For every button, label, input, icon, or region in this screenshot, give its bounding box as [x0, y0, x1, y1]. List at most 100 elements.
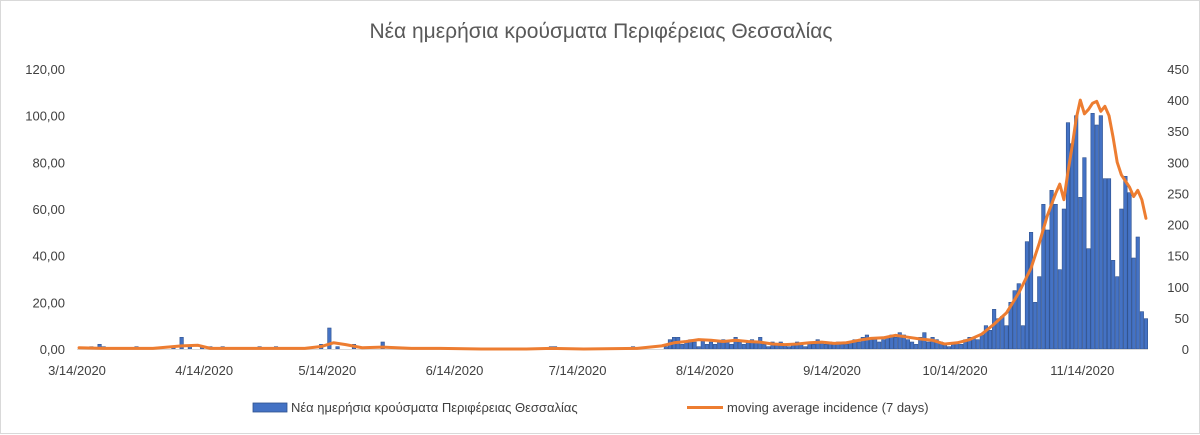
bar — [823, 344, 828, 350]
left-axis-ticks: 0,00 20,00 40,00 60,00 80,00 100,00 120,00 — [25, 62, 65, 357]
bar — [1029, 232, 1034, 350]
bar — [893, 337, 898, 350]
legend-line-label: moving average incidence (7 days) — [727, 400, 929, 415]
bar — [951, 344, 956, 350]
right-tick-label: 400 — [1167, 93, 1189, 108]
moving-average-line — [77, 98, 1148, 351]
bar — [987, 330, 993, 350]
bar — [725, 341, 730, 350]
bar — [1119, 208, 1124, 350]
bar — [713, 344, 718, 350]
bar — [881, 339, 886, 350]
bar — [1139, 311, 1144, 350]
right-tick-label: 150 — [1167, 249, 1189, 264]
bar — [762, 344, 767, 350]
x-axis-ticks: 3/14/2020 4/14/2020 5/14/2020 6/14/2020 7/14… — [48, 363, 1114, 378]
bar — [1123, 176, 1128, 350]
bar — [864, 334, 869, 350]
legend-bar-label: Νέα ημερήσια κρούσματα Περιφέρειας Θεσσα… — [291, 400, 578, 415]
line-layer — [77, 98, 1148, 351]
bar — [975, 339, 980, 350]
bar — [708, 341, 714, 350]
legend: Νέα ημερήσια κρούσματα Περιφέρειας Θεσσα… — [252, 400, 929, 415]
x-tick-label: 10/14/2020 — [923, 363, 988, 378]
bar — [1078, 197, 1083, 350]
right-tick-label: 450 — [1167, 62, 1189, 77]
bar — [717, 341, 722, 350]
x-tick-label: 7/14/2020 — [549, 363, 607, 378]
bar — [1082, 157, 1087, 350]
left-tick-label: 100,00 — [25, 109, 65, 124]
bar — [1024, 241, 1029, 350]
bar — [1131, 257, 1136, 350]
bar — [1045, 229, 1050, 350]
right-tick-label: 350 — [1167, 124, 1189, 139]
left-tick-label: 40,00 — [32, 249, 65, 264]
bar — [840, 344, 845, 350]
bar — [1102, 178, 1107, 350]
bar — [1053, 204, 1058, 350]
x-tick-label: 6/14/2020 — [426, 363, 484, 378]
bar — [704, 344, 709, 350]
bar — [741, 344, 746, 350]
x-tick-label: 4/14/2020 — [175, 363, 233, 378]
right-tick-label: 0 — [1182, 342, 1189, 357]
bar — [803, 346, 808, 350]
bar — [729, 344, 734, 350]
bar — [1074, 115, 1079, 350]
x-tick-label: 3/14/2020 — [48, 363, 106, 378]
bar — [737, 341, 742, 350]
bar — [1115, 276, 1120, 350]
bar — [1033, 302, 1038, 350]
bar — [692, 341, 697, 350]
bar — [877, 341, 882, 350]
bar — [766, 346, 771, 350]
bar — [663, 346, 668, 350]
bar — [1004, 325, 1009, 350]
bar — [1000, 316, 1005, 350]
right-tick-label: 300 — [1167, 155, 1189, 170]
bar — [856, 341, 861, 350]
bar — [786, 346, 791, 350]
right-axis-ticks: 0 50 100 150 200 250 300 350 400 450 — [1167, 62, 1189, 357]
bar — [1090, 113, 1095, 350]
bar — [946, 346, 952, 350]
x-tick-label: 9/14/2020 — [803, 363, 861, 378]
bar — [1106, 178, 1112, 350]
bar — [959, 344, 964, 350]
bar — [905, 339, 910, 350]
bar — [1135, 236, 1140, 350]
bar — [885, 337, 890, 350]
bar — [1111, 260, 1116, 350]
bar — [1057, 269, 1062, 350]
left-tick-label: 0,00 — [40, 342, 65, 357]
x-tick-label: 5/14/2020 — [298, 363, 356, 378]
bar — [1098, 115, 1103, 350]
bar — [914, 344, 919, 350]
bar — [680, 344, 685, 350]
bar — [1070, 143, 1075, 350]
right-tick-label: 200 — [1167, 218, 1189, 233]
left-tick-label: 60,00 — [32, 202, 65, 217]
left-tick-label: 80,00 — [32, 155, 65, 170]
bar — [1094, 124, 1099, 350]
chart-title: Νέα ημερήσια κρούσματα Περιφέρειας Θεσσα… — [369, 20, 832, 43]
bar — [979, 334, 984, 350]
bar — [1143, 318, 1148, 350]
bar — [1049, 190, 1054, 350]
right-tick-label: 100 — [1167, 280, 1189, 295]
bar — [696, 346, 701, 350]
bar — [1061, 208, 1066, 350]
bar — [811, 344, 816, 350]
bar — [844, 344, 849, 350]
legend-bar-swatch — [252, 402, 288, 413]
bar — [335, 346, 340, 350]
right-tick-label: 50 — [1175, 311, 1189, 326]
bar — [1127, 192, 1132, 350]
left-tick-label: 120,00 — [25, 62, 65, 77]
bar — [910, 341, 915, 350]
x-tick-label: 11/14/2020 — [1050, 363, 1114, 378]
left-tick-label: 20,00 — [32, 295, 65, 310]
